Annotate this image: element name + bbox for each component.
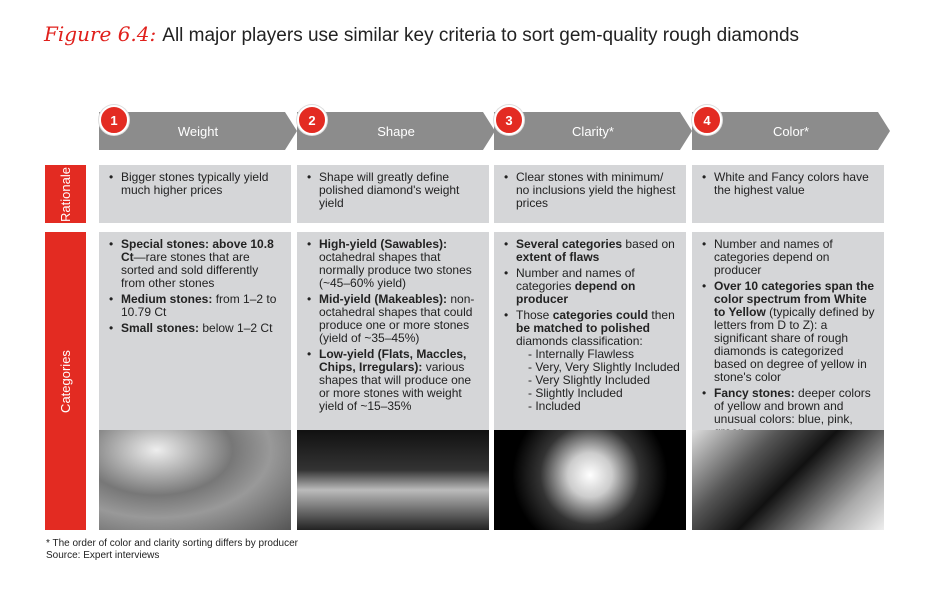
step-number-badge: 1 <box>99 105 129 135</box>
rationale-text: Bigger stones typically yield much highe… <box>109 171 285 197</box>
rationale-box: Bigger stones typically yield much highe… <box>99 165 291 223</box>
figure-number: Figure 6.4: <box>44 22 157 46</box>
footnotes: * The order of color and clarity sorting… <box>46 538 298 562</box>
categories-box: Number and names of categories depend on… <box>692 232 884 439</box>
category-item: Several categories based on extent of fl… <box>504 237 680 264</box>
rationale-text: White and Fancy colors have the highest … <box>702 171 878 197</box>
step-label: Shape <box>377 123 415 139</box>
category-item: Mid-yield (Makeables): non-octahedral sh… <box>307 292 483 345</box>
bold-text: Mid-yield (Makeables): <box>319 292 451 306</box>
rationale-box: Shape will greatly define polished diamo… <box>297 165 489 223</box>
rationale-box: Clear stones with minimum/ no inclusions… <box>494 165 686 223</box>
bold-text: categories could <box>552 308 649 322</box>
text: non-octahedral shapes that could produce… <box>319 292 475 345</box>
bold-text: extent of flaws <box>516 250 600 264</box>
bold-text: Medium stones: <box>121 292 216 306</box>
bold-text: be matched to polished <box>516 321 651 335</box>
row-label-text: Categories <box>58 349 73 413</box>
text: —rare stones that are sorted and sold di… <box>121 250 259 290</box>
source: Source: Expert interviews <box>46 550 160 561</box>
step-label: Weight <box>177 123 219 139</box>
step-header-3: Clarity* <box>494 112 692 150</box>
diamond-photo <box>297 430 489 530</box>
categories-box: Several categories based on extent of fl… <box>494 232 686 430</box>
rationale-text: Shape will greatly define polished diamo… <box>307 171 483 210</box>
category-item: Fancy stones: deeper colors of yellow an… <box>702 386 878 439</box>
step-number-badge: 2 <box>297 105 327 135</box>
diamond-photo <box>494 430 686 530</box>
bold-text: High-yield (Sawables): <box>319 237 448 251</box>
step-label: Color* <box>772 123 810 139</box>
figure-heading: All major players use similar key criter… <box>162 25 800 46</box>
rationale-box: White and Fancy colors have the highest … <box>692 165 884 223</box>
classification-item: - Internally Flawless <box>528 347 635 361</box>
text: Number and names of categories depend on… <box>714 237 833 277</box>
category-item: Medium stones: from 1–2 to 10.79 Ct <box>109 292 285 319</box>
text: from 1–2 to 10.79 Ct <box>121 292 277 319</box>
category-item: Small stones: below 1–2 Ct <box>109 321 285 336</box>
category-item: Special stones: above 10.8 Ct—rare stone… <box>109 237 285 290</box>
category-item: Low-yield (Flats, Maccles, Chips, Irregu… <box>307 347 483 413</box>
text: deeper colors of yellow and brown and un… <box>714 386 871 439</box>
text: diamonds classification: <box>516 334 643 348</box>
bold-text: Special stones: above 10.8 Ct <box>121 237 274 264</box>
classification-item: - Very, Very Slightly Included <box>528 360 680 374</box>
bold-text: Low-yield (Flats, Maccles, Chips, Irregu… <box>319 347 467 374</box>
category-item: Those categories could then be matched t… <box>504 308 680 413</box>
bold-text: depend on producer <box>516 279 636 306</box>
text: below 1–2 Ct <box>202 321 273 335</box>
text: Those <box>516 308 553 322</box>
bold-text: Fancy stones: <box>714 386 795 400</box>
rationale-text: Clear stones with minimum/ no inclusions… <box>504 171 680 210</box>
classification-item: - Very Slightly Included <box>528 373 651 387</box>
step-header-4: Color* <box>692 112 890 150</box>
diamond-photo <box>99 430 291 530</box>
bold-text: Small stones: <box>121 321 203 335</box>
category-item: High-yield (Sawables): octahedral shapes… <box>307 237 483 290</box>
step-header-1: Weight <box>99 112 297 150</box>
text: various shapes that will produce one or … <box>319 360 472 413</box>
row-label-categories: Categories <box>45 232 86 530</box>
categories-box: High-yield (Sawables): octahedral shapes… <box>297 232 489 430</box>
figure-title: Figure 6.4: All major players use similar… <box>44 22 799 47</box>
text: Number and names of categories <box>516 266 635 293</box>
category-item: Over 10 categories span the color spectr… <box>702 279 878 384</box>
step-number-badge: 3 <box>494 105 524 135</box>
step-label: Clarity* <box>572 123 614 139</box>
classification-item: - Slightly Included <box>528 386 623 400</box>
row-label-rationale: Rationale <box>45 165 86 223</box>
diamond-photo <box>692 430 884 530</box>
step-number-badge: 4 <box>692 105 722 135</box>
row-label-text: Rationale <box>58 166 73 222</box>
classification-item: - Included <box>528 399 581 413</box>
category-item: Number and names of categories depend on… <box>504 266 680 306</box>
step-header-2: Shape <box>297 112 495 150</box>
text: octahedral shapes that normally produce … <box>319 250 472 290</box>
footnote: * The order of color and clarity sorting… <box>46 538 298 549</box>
category-item: Number and names of categories depend on… <box>702 237 878 277</box>
text: based on <box>622 237 675 251</box>
text: (typically defined by letters from D to … <box>714 305 875 384</box>
bold-text: Over 10 categories span the color spectr… <box>714 279 875 319</box>
text: then <box>648 308 675 322</box>
bold-text: Several categories <box>516 237 623 251</box>
categories-box: Special stones: above 10.8 Ct—rare stone… <box>99 232 291 430</box>
